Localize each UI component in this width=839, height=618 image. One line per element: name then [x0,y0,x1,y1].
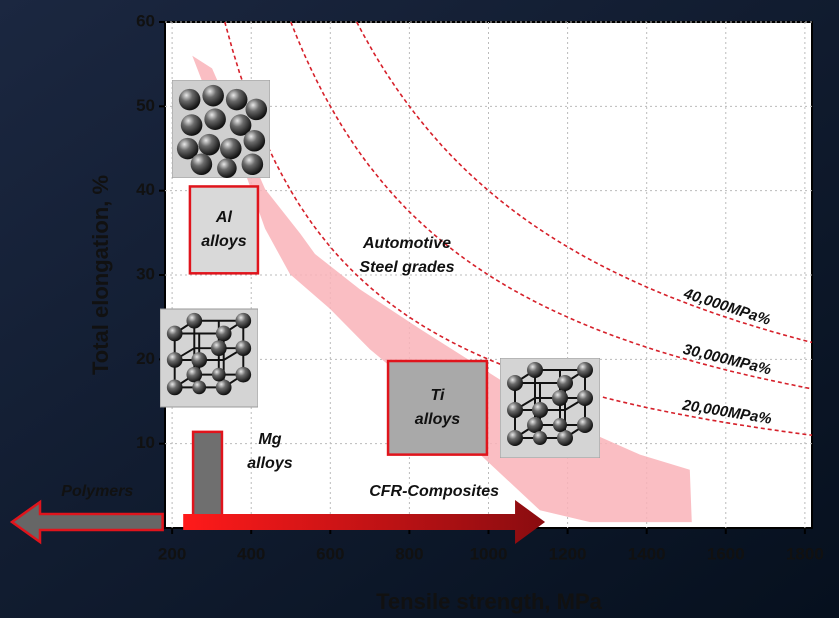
material-region [190,186,258,273]
region-label: Ti [431,387,445,404]
band-label: Steel grades [359,259,454,276]
x-axis-title: Tensile strength, MPa [376,589,603,614]
chart: 200 400 600 800 1000 1200 1400 1600 1800 10 20 30 40… [0,0,839,618]
x-tick-label: 800 [395,544,423,563]
x-tick-label: 400 [237,544,265,563]
material-region [193,432,222,528]
x-tick-label: 600 [316,544,344,563]
x-tick-label: 200 [158,544,186,563]
x-tick-label: 1400 [628,544,666,563]
region-label: Al [215,209,233,226]
crystal-icon [172,80,270,178]
y-tick-label: 50 [136,96,155,115]
arrow-label: CFR-Composites [369,483,499,500]
x-tick-label: 1200 [549,544,587,563]
region-label: alloys [201,233,246,250]
arrow-label: Polymers [61,483,133,500]
material-region [388,361,487,455]
y-axis-title: Total elongation, % [88,175,113,375]
x-tick-label: 1000 [470,544,508,563]
x-tick-label: 1600 [707,544,745,563]
region-label: alloys [247,455,292,472]
region-label: alloys [415,411,460,428]
region-label: Mg [258,431,281,448]
y-tick-label: 40 [136,180,155,199]
x-tick-label: 1800 [786,544,824,563]
band-label: Automotive [362,235,451,252]
y-tick-label: 10 [136,433,155,452]
crystal-icon [500,358,600,458]
y-tick-label: 30 [136,264,155,283]
y-tick-label: 20 [136,349,155,368]
crystal-icon [160,309,258,407]
y-tick-label: 60 [136,11,155,30]
